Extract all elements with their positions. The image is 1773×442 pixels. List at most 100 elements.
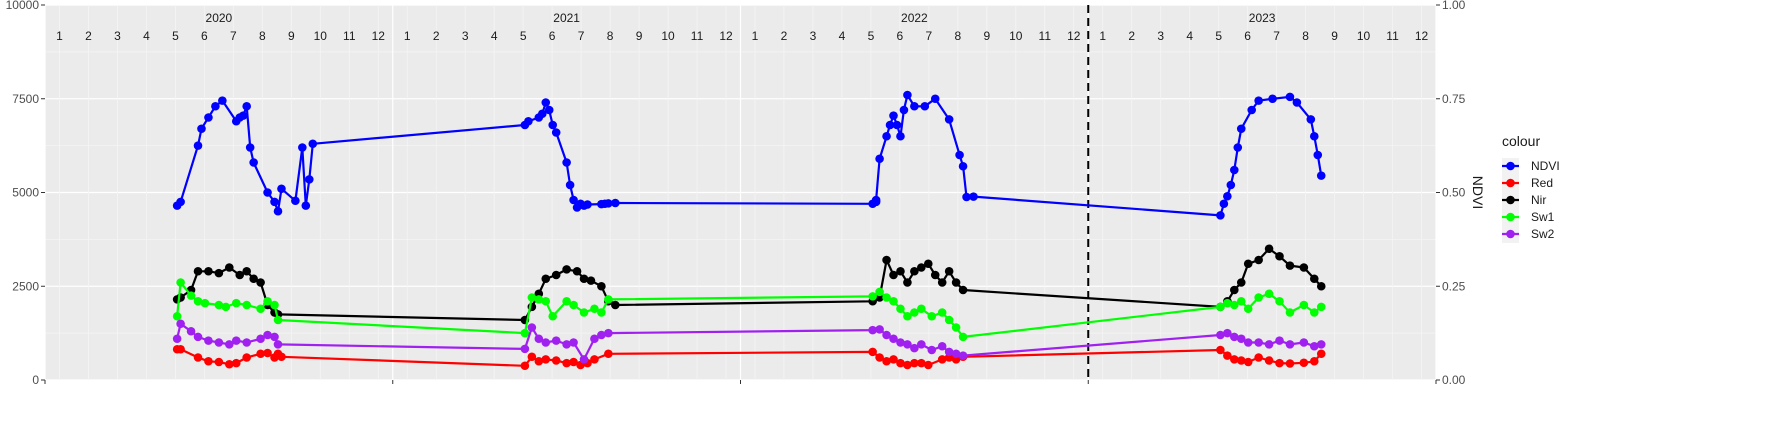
data-point-ndvi xyxy=(304,175,314,184)
data-point-ndvi xyxy=(548,120,558,130)
series-line-nir xyxy=(176,247,1323,322)
legend-label: Red xyxy=(1531,176,1553,190)
data-point-nir xyxy=(249,274,258,284)
data-point-ndvi xyxy=(611,198,620,208)
data-point-ndvi xyxy=(1292,98,1302,107)
data-point-sw2 xyxy=(910,343,919,353)
data-point-ndvi xyxy=(930,94,940,104)
data-point-red xyxy=(1223,351,1232,360)
data-point-red xyxy=(910,358,919,368)
data-point-red xyxy=(204,356,213,366)
data-point-sw1 xyxy=(256,304,265,314)
series-ndvi xyxy=(172,90,1326,220)
data-point-red xyxy=(1264,356,1274,365)
data-point-sw2 xyxy=(951,349,961,359)
month-label: 9 xyxy=(983,29,990,43)
data-point-sw1 xyxy=(951,323,961,332)
data-point-sw1 xyxy=(882,293,891,302)
data-point-ndvi xyxy=(218,96,227,105)
month-label: 7 xyxy=(230,29,237,43)
data-point-sw1 xyxy=(958,332,968,342)
data-point-ndvi xyxy=(899,105,909,115)
month-label: 7 xyxy=(1273,29,1280,43)
month-label: 9 xyxy=(288,29,295,43)
data-point-sw2 xyxy=(937,341,947,351)
data-point-sw1 xyxy=(1254,293,1263,302)
month-label: 6 xyxy=(549,29,556,43)
data-point-ndvi xyxy=(889,111,898,120)
data-point-sw2 xyxy=(1243,338,1253,347)
month-label: 8 xyxy=(259,29,266,43)
data-point-nir xyxy=(193,266,203,276)
data-point-sw2 xyxy=(541,338,551,347)
data-point-red xyxy=(896,358,905,368)
legend: colour NDVI Red Nir Sw1 Sw2 xyxy=(1502,133,1560,243)
data-point-sw2 xyxy=(1264,340,1274,349)
legend-item-sw1: Sw1 xyxy=(1502,209,1555,226)
data-point-nir xyxy=(1230,285,1239,295)
y-tick-label: 0 xyxy=(32,373,39,387)
data-point-nir xyxy=(903,278,912,287)
data-point-ndvi xyxy=(944,115,954,124)
data-point-sw1 xyxy=(270,300,279,310)
data-point-sw2 xyxy=(562,340,571,349)
data-point-ndvi xyxy=(910,101,919,111)
data-point-sw2 xyxy=(214,338,224,347)
y-tick-label: 2500 xyxy=(12,279,39,293)
month-label: 6 xyxy=(201,29,208,43)
month-label: 4 xyxy=(839,29,846,43)
month-label: 7 xyxy=(926,29,933,43)
data-point-ndvi xyxy=(263,188,272,197)
legend-key-point xyxy=(1506,195,1515,205)
legend-label: Sw1 xyxy=(1531,210,1555,224)
data-point-sw2 xyxy=(1275,336,1284,345)
data-point-sw1 xyxy=(917,304,926,314)
data-point-ndvi xyxy=(920,101,930,111)
data-point-ndvi xyxy=(1233,143,1243,152)
data-point-ndvi xyxy=(211,101,220,111)
y2-tick-label: 0.50 xyxy=(1442,186,1466,200)
data-point-nir xyxy=(917,263,926,272)
data-point-red xyxy=(604,349,613,359)
data-point-sw2 xyxy=(903,340,912,349)
legend-label: Sw2 xyxy=(1531,227,1555,241)
data-point-ndvi xyxy=(308,139,318,149)
legend-item-nir: Nir xyxy=(1502,192,1546,209)
y2-tick-label: 0.25 xyxy=(1442,279,1466,293)
data-point-sw1 xyxy=(200,298,210,308)
data-point-red xyxy=(1309,356,1319,366)
month-label: 10 xyxy=(314,29,328,43)
data-point-nir xyxy=(611,300,620,310)
data-point-sw2 xyxy=(590,334,599,344)
month-label: 2 xyxy=(1128,29,1135,43)
data-point-nir xyxy=(242,266,251,276)
data-point-ndvi xyxy=(1236,124,1246,134)
data-point-ndvi xyxy=(896,131,905,141)
data-point-nir xyxy=(882,255,891,265)
month-label: 1 xyxy=(752,29,759,43)
data-point-nir xyxy=(597,281,606,291)
y-tick-label: 7500 xyxy=(12,92,39,106)
data-point-sw1 xyxy=(903,311,912,321)
data-point-red xyxy=(1275,358,1284,368)
data-point-ndvi xyxy=(291,196,300,206)
legend-key-point xyxy=(1506,212,1515,222)
y-axis-left: 0 2500 5000 7500 10000 xyxy=(6,0,45,387)
data-point-sw1 xyxy=(534,295,544,304)
data-point-sw2 xyxy=(172,334,182,344)
month-label: 3 xyxy=(810,29,817,43)
month-label: 1 xyxy=(56,29,63,43)
month-label: 4 xyxy=(143,29,150,43)
legend-label: Nir xyxy=(1531,193,1546,207)
data-point-sw2 xyxy=(176,319,185,329)
data-point-sw2 xyxy=(225,340,234,349)
data-point-sw2 xyxy=(1230,332,1239,342)
series-sw2 xyxy=(172,319,1326,364)
data-point-ndvi xyxy=(1313,150,1323,160)
data-point-sw1 xyxy=(579,308,589,317)
data-point-sw1 xyxy=(562,296,571,306)
data-point-sw2 xyxy=(193,332,203,342)
data-point-sw1 xyxy=(1264,289,1274,299)
data-point-sw2 xyxy=(231,336,241,345)
data-point-ndvi xyxy=(1226,180,1236,190)
